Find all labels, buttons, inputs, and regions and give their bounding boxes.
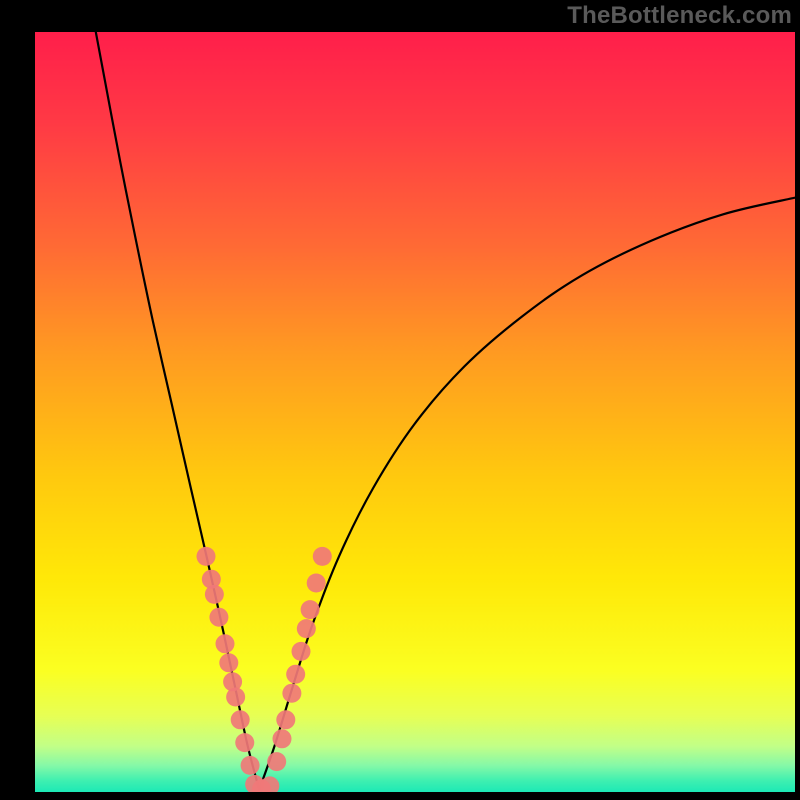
data-marker	[241, 756, 260, 775]
data-marker	[231, 710, 250, 729]
data-marker	[282, 684, 301, 703]
chart-container: TheBottleneck.com	[0, 0, 800, 800]
data-marker	[273, 729, 292, 748]
data-marker	[301, 600, 320, 619]
data-marker	[216, 634, 235, 653]
plot-area	[35, 32, 795, 792]
curve-overlay	[35, 32, 795, 792]
data-marker	[235, 733, 254, 752]
data-marker	[286, 665, 305, 684]
data-marker	[292, 642, 311, 661]
data-marker	[297, 619, 316, 638]
data-marker	[209, 608, 228, 627]
data-marker	[226, 688, 245, 707]
data-marker	[267, 752, 286, 771]
watermark-text: TheBottleneck.com	[567, 2, 792, 30]
right-arm-curve	[259, 198, 795, 790]
data-marker	[307, 574, 326, 593]
data-marker	[276, 710, 295, 729]
data-marker	[197, 547, 216, 566]
data-marker	[313, 547, 332, 566]
data-marker	[205, 585, 224, 604]
data-marker	[219, 653, 238, 672]
